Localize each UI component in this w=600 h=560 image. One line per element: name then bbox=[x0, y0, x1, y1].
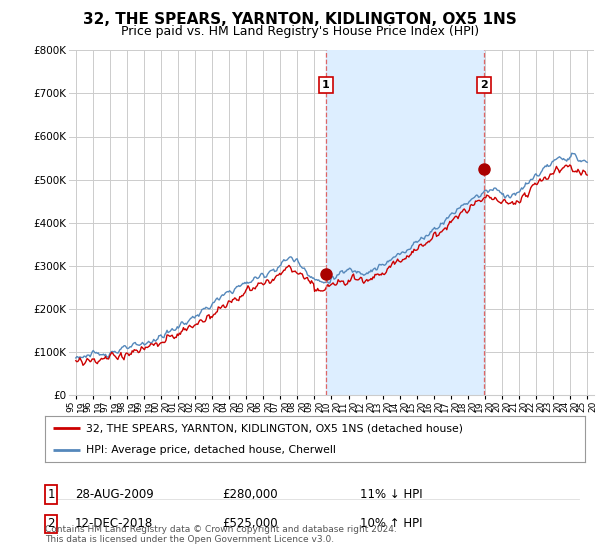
Text: 32, THE SPEARS, YARNTON, KIDLINGTON, OX5 1NS: 32, THE SPEARS, YARNTON, KIDLINGTON, OX5… bbox=[83, 12, 517, 27]
Text: 12-DEC-2018: 12-DEC-2018 bbox=[75, 517, 153, 530]
Text: £525,000: £525,000 bbox=[222, 517, 278, 530]
Text: 11% ↓ HPI: 11% ↓ HPI bbox=[360, 488, 422, 501]
Text: HPI: Average price, detached house, Cherwell: HPI: Average price, detached house, Cher… bbox=[86, 445, 335, 455]
Text: £280,000: £280,000 bbox=[222, 488, 278, 501]
Text: 2: 2 bbox=[479, 80, 487, 90]
Text: 2: 2 bbox=[47, 517, 55, 530]
Text: 1: 1 bbox=[322, 80, 330, 90]
Text: Contains HM Land Registry data © Crown copyright and database right 2024.
This d: Contains HM Land Registry data © Crown c… bbox=[45, 525, 397, 544]
Text: 32, THE SPEARS, YARNTON, KIDLINGTON, OX5 1NS (detached house): 32, THE SPEARS, YARNTON, KIDLINGTON, OX5… bbox=[86, 423, 463, 433]
Text: 28-AUG-2009: 28-AUG-2009 bbox=[75, 488, 154, 501]
Text: Price paid vs. HM Land Registry's House Price Index (HPI): Price paid vs. HM Land Registry's House … bbox=[121, 25, 479, 38]
Bar bbox=[326, 50, 484, 395]
Text: 1: 1 bbox=[47, 488, 55, 501]
Text: 10% ↑ HPI: 10% ↑ HPI bbox=[360, 517, 422, 530]
